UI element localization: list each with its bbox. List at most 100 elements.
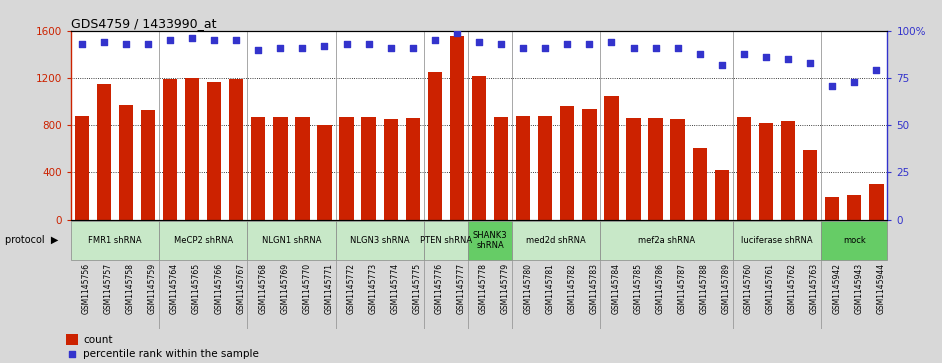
Bar bbox=[560, 106, 575, 220]
Text: GSM1145784: GSM1145784 bbox=[611, 263, 621, 314]
Point bbox=[206, 37, 221, 43]
Point bbox=[251, 47, 266, 53]
Bar bbox=[119, 105, 133, 220]
Bar bbox=[604, 96, 619, 220]
Point bbox=[670, 45, 685, 51]
Text: GSM1145766: GSM1145766 bbox=[214, 263, 223, 314]
Text: GSM1145759: GSM1145759 bbox=[148, 263, 157, 314]
Bar bbox=[671, 119, 685, 220]
Text: GSM1145944: GSM1145944 bbox=[876, 263, 885, 314]
FancyBboxPatch shape bbox=[424, 221, 468, 260]
Point bbox=[74, 41, 89, 47]
Bar bbox=[803, 150, 818, 220]
Text: GSM1145789: GSM1145789 bbox=[722, 263, 731, 314]
FancyBboxPatch shape bbox=[71, 221, 159, 260]
Text: GSM1145781: GSM1145781 bbox=[545, 263, 554, 314]
Text: GSM1145756: GSM1145756 bbox=[82, 263, 90, 314]
Point bbox=[119, 41, 134, 47]
Text: GSM1145774: GSM1145774 bbox=[391, 263, 399, 314]
Point bbox=[648, 45, 663, 51]
Bar bbox=[97, 84, 111, 220]
Bar bbox=[163, 79, 177, 220]
Point bbox=[295, 45, 310, 51]
Point bbox=[229, 37, 244, 43]
FancyBboxPatch shape bbox=[247, 221, 335, 260]
Text: SHANK3
shRNA: SHANK3 shRNA bbox=[473, 231, 508, 250]
Bar bbox=[185, 78, 199, 220]
Point bbox=[185, 36, 200, 41]
Text: GSM1145783: GSM1145783 bbox=[590, 263, 598, 314]
Text: count: count bbox=[83, 335, 112, 344]
Point bbox=[494, 41, 509, 47]
Bar bbox=[362, 117, 376, 220]
Point bbox=[824, 83, 839, 89]
Text: GSM1145771: GSM1145771 bbox=[324, 263, 333, 314]
Point bbox=[471, 39, 486, 45]
Bar bbox=[449, 36, 464, 220]
Text: NLGN3 shRNA: NLGN3 shRNA bbox=[349, 236, 410, 245]
Text: GSM1145777: GSM1145777 bbox=[457, 263, 466, 314]
Text: GDS4759 / 1433990_at: GDS4759 / 1433990_at bbox=[71, 17, 216, 30]
Bar bbox=[383, 119, 398, 220]
Bar bbox=[295, 117, 310, 220]
Bar bbox=[339, 117, 354, 220]
Bar bbox=[229, 79, 243, 220]
Text: GSM1145785: GSM1145785 bbox=[634, 263, 642, 314]
Point bbox=[538, 45, 553, 51]
Text: GSM1145786: GSM1145786 bbox=[656, 263, 665, 314]
Text: GSM1145779: GSM1145779 bbox=[501, 263, 510, 314]
Text: GSM1145768: GSM1145768 bbox=[258, 263, 268, 314]
Bar bbox=[626, 118, 641, 220]
FancyBboxPatch shape bbox=[600, 221, 733, 260]
Point bbox=[317, 43, 332, 49]
Bar bbox=[428, 72, 442, 220]
FancyBboxPatch shape bbox=[335, 221, 424, 260]
Point bbox=[405, 45, 420, 51]
Bar bbox=[252, 117, 266, 220]
Point bbox=[273, 45, 288, 51]
Point bbox=[582, 41, 597, 47]
Text: GSM1145762: GSM1145762 bbox=[788, 263, 797, 314]
Point bbox=[781, 56, 796, 62]
Point bbox=[383, 45, 398, 51]
Bar bbox=[648, 118, 663, 220]
Bar bbox=[207, 82, 221, 220]
Text: GSM1145763: GSM1145763 bbox=[810, 263, 820, 314]
Bar bbox=[494, 117, 509, 220]
Text: GSM1145773: GSM1145773 bbox=[368, 263, 378, 314]
Bar bbox=[737, 117, 751, 220]
Text: GSM1145761: GSM1145761 bbox=[766, 263, 775, 314]
Text: GSM1145757: GSM1145757 bbox=[104, 263, 113, 314]
Bar bbox=[847, 195, 861, 220]
Text: GSM1145770: GSM1145770 bbox=[302, 263, 312, 314]
Bar bbox=[516, 117, 530, 220]
Text: luciferase shRNA: luciferase shRNA bbox=[741, 236, 813, 245]
Point bbox=[692, 50, 707, 56]
Text: GSM1145764: GSM1145764 bbox=[170, 263, 179, 314]
Point bbox=[449, 30, 464, 36]
Bar bbox=[140, 110, 155, 220]
Text: mock: mock bbox=[843, 236, 866, 245]
Point bbox=[803, 60, 818, 66]
FancyBboxPatch shape bbox=[159, 221, 247, 260]
Text: GSM1145782: GSM1145782 bbox=[567, 263, 577, 314]
Text: GSM1145775: GSM1145775 bbox=[413, 263, 422, 314]
FancyBboxPatch shape bbox=[512, 221, 600, 260]
Point bbox=[96, 39, 111, 45]
Point bbox=[560, 41, 575, 47]
Text: GSM1145942: GSM1145942 bbox=[832, 263, 841, 314]
Point bbox=[626, 45, 642, 51]
Point bbox=[714, 62, 729, 68]
Text: GSM1145765: GSM1145765 bbox=[192, 263, 201, 314]
Point bbox=[515, 45, 530, 51]
Text: MeCP2 shRNA: MeCP2 shRNA bbox=[173, 236, 233, 245]
Text: GSM1145776: GSM1145776 bbox=[435, 263, 444, 314]
Text: GSM1145769: GSM1145769 bbox=[281, 263, 289, 314]
Point bbox=[758, 54, 773, 60]
Text: GSM1145767: GSM1145767 bbox=[236, 263, 245, 314]
FancyBboxPatch shape bbox=[468, 221, 512, 260]
Bar bbox=[538, 116, 552, 220]
Point bbox=[869, 68, 884, 73]
Bar bbox=[472, 76, 486, 220]
Text: GSM1145787: GSM1145787 bbox=[677, 263, 687, 314]
